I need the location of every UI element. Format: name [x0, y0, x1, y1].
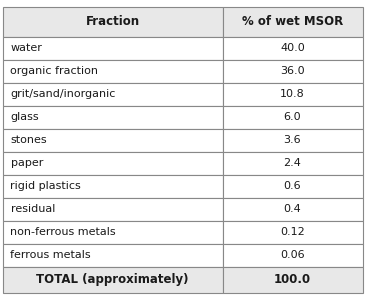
- Bar: [223, 152, 362, 175]
- Bar: [223, 243, 362, 266]
- Text: glass: glass: [11, 112, 39, 122]
- Bar: [223, 198, 362, 220]
- Text: stones: stones: [11, 135, 47, 145]
- Bar: [223, 60, 362, 83]
- Text: 10.8: 10.8: [280, 89, 305, 99]
- Bar: [3, 266, 223, 292]
- Text: paper: paper: [11, 158, 43, 168]
- Bar: [223, 266, 362, 292]
- Text: 40.0: 40.0: [280, 43, 305, 53]
- Bar: [3, 60, 223, 83]
- Text: grit/sand/inorganic: grit/sand/inorganic: [11, 89, 116, 99]
- Text: TOTAL (approximately): TOTAL (approximately): [36, 273, 189, 286]
- Bar: [3, 220, 223, 243]
- Bar: [3, 7, 223, 36]
- Text: 2.4: 2.4: [284, 158, 301, 168]
- Bar: [223, 220, 362, 243]
- Bar: [223, 83, 362, 106]
- Bar: [223, 129, 362, 152]
- Bar: [3, 129, 223, 152]
- Bar: [3, 152, 223, 175]
- Bar: [223, 7, 362, 36]
- Bar: [223, 36, 362, 60]
- Bar: [223, 175, 362, 198]
- Bar: [3, 198, 223, 220]
- Text: 36.0: 36.0: [280, 66, 305, 76]
- Text: 0.4: 0.4: [284, 204, 301, 214]
- Bar: [3, 36, 223, 60]
- Text: % of wet MSOR: % of wet MSOR: [242, 15, 343, 28]
- Text: Fraction: Fraction: [85, 15, 139, 28]
- Text: 100.0: 100.0: [274, 273, 311, 286]
- Bar: [3, 83, 223, 106]
- Text: 3.6: 3.6: [284, 135, 301, 145]
- Text: 6.0: 6.0: [284, 112, 301, 122]
- Text: 0.12: 0.12: [280, 227, 305, 237]
- Text: 0.06: 0.06: [280, 250, 305, 260]
- Bar: [223, 106, 362, 129]
- Text: water: water: [11, 43, 42, 53]
- Bar: [3, 175, 223, 198]
- Text: organic fraction: organic fraction: [11, 66, 99, 76]
- Text: residual: residual: [11, 204, 55, 214]
- Text: rigid plastics: rigid plastics: [11, 181, 81, 191]
- Text: ferrous metals: ferrous metals: [11, 250, 91, 260]
- Text: non-ferrous metals: non-ferrous metals: [11, 227, 116, 237]
- Bar: [3, 106, 223, 129]
- Text: 0.6: 0.6: [284, 181, 301, 191]
- Bar: [3, 243, 223, 266]
